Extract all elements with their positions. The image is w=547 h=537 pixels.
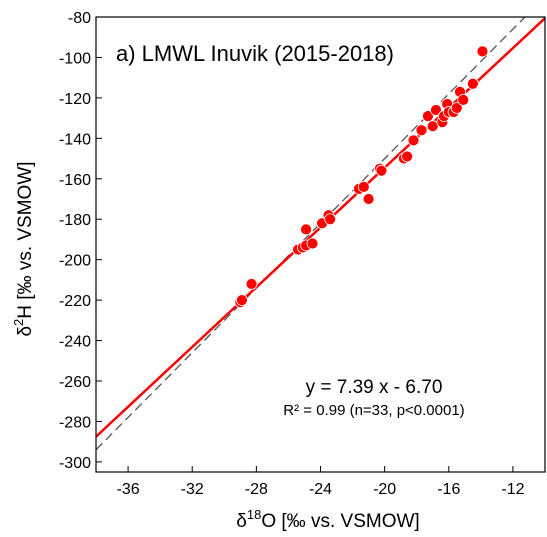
chart-title: a) LMWL Inuvik (2015-2018) [116,41,394,66]
data-point [306,237,319,250]
plot-frame [95,16,546,473]
data-point [457,94,470,106]
x-tick-label: -24 [309,481,332,498]
y-axis-title: δ2H [‰ vs. VSMOW] [11,161,36,336]
y-tick-label: -200 [59,253,91,270]
fit-stats: R² = 0.99 (n=33, p<0.0001) [283,402,464,419]
y-tick-label: -220 [59,293,91,310]
x-axis-title: δ18O [‰ vs. VSMOW] [236,507,419,532]
y-tick-label: -140 [59,131,91,148]
y-tick-label: -160 [59,172,91,189]
y-axis-ticks: -80 -100 -120 -140 -160 -180 -200 -220 -240 -260 -… [59,10,102,472]
data-point [357,180,370,193]
x-tick-label: -16 [437,481,460,498]
y-tick-label: -240 [59,334,91,351]
fit-equation: y = 7.39 x - 6.70 [306,377,443,398]
data-point [430,104,442,116]
x-axis-ticks: -36 -32 -28 -24 -20 -16 -12 [117,466,525,498]
x-tick-label: -36 [117,481,140,498]
y-tick-label: -80 [68,10,91,27]
data-point [236,294,248,307]
y-tick-label: -120 [59,91,91,108]
data-point [407,134,420,147]
data-points [234,45,489,309]
data-point [362,193,375,205]
y-tick-label: -180 [59,212,91,229]
y-tick-label: -100 [59,50,91,67]
data-point [422,110,434,122]
data-point [415,124,428,137]
data-point [466,77,479,90]
reference-line [96,17,526,451]
data-point [401,150,413,163]
x-tick-label: -20 [373,481,396,498]
y-tick-label: -260 [59,374,91,391]
data-point [476,45,489,58]
y-tick-label: -300 [59,455,91,472]
data-point [245,278,258,290]
x-tick-label: -28 [245,481,268,498]
data-point [300,223,312,236]
x-tick-label: -32 [181,481,204,498]
data-point [450,102,463,114]
y-tick-label: -280 [59,414,91,431]
data-point [375,164,388,177]
data-point [324,213,337,226]
x-tick-label: -12 [501,481,524,498]
